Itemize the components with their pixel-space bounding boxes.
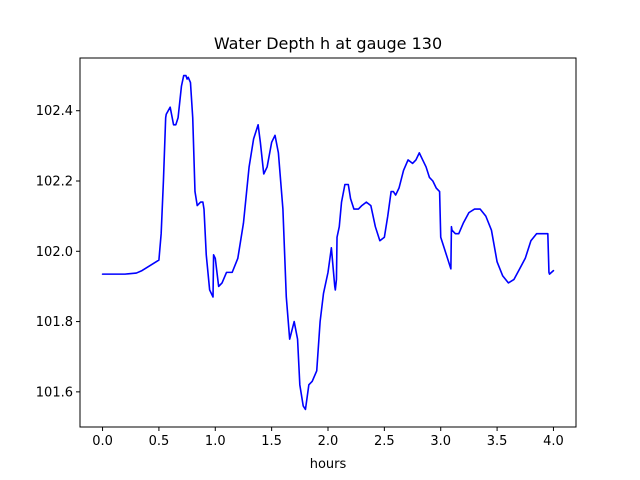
x-axis-label: hours bbox=[310, 457, 347, 472]
x-tick-label: 3.0 bbox=[430, 434, 451, 449]
y-tick-label: 102.0 bbox=[36, 245, 73, 260]
series-layer bbox=[101, 74, 555, 411]
x-tick-label: 1.0 bbox=[205, 434, 226, 449]
y-tick-label: 102.2 bbox=[36, 175, 73, 190]
plot-background bbox=[80, 58, 576, 427]
x-tick-label: 3.5 bbox=[487, 434, 508, 449]
chart-title: Water Depth h at gauge 130 bbox=[214, 34, 442, 53]
y-tick-label: 101.6 bbox=[36, 385, 73, 400]
x-tick-label: 2.5 bbox=[374, 434, 395, 449]
plot-area bbox=[80, 58, 576, 427]
series-line-1 bbox=[101, 74, 555, 411]
x-tick-label: 2.0 bbox=[318, 434, 339, 449]
x-tick-label: 0.0 bbox=[92, 434, 113, 449]
y-tick-label: 102.4 bbox=[36, 104, 73, 119]
y-tick-label: 101.8 bbox=[36, 315, 73, 330]
y-axis-ticks: 101.6 101.8 102.0 102.2 102.4 bbox=[36, 104, 80, 400]
x-axis-ticks: 0.0 0.5 1.0 1.5 2.0 2.5 3.0 3.5 4.0 bbox=[92, 427, 564, 449]
x-tick-label: 4.0 bbox=[543, 434, 564, 449]
x-tick-label: 1.5 bbox=[261, 434, 282, 449]
x-tick-label: 0.5 bbox=[149, 434, 170, 449]
